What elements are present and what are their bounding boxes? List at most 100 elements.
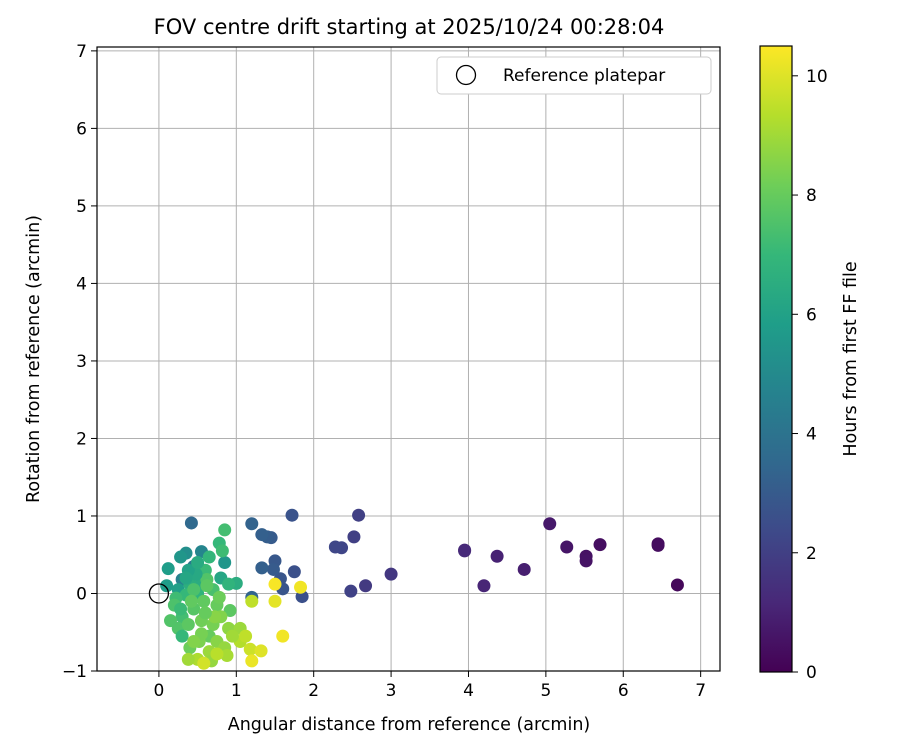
x-axis-ticks: 0 1 2 3 4 5 6 7 xyxy=(153,671,706,701)
y-tick-label: −1 xyxy=(62,662,87,682)
x-axis-label: Angular distance from reference (arcmin) xyxy=(228,715,591,735)
y-tick-label: 3 xyxy=(76,352,87,372)
scatter-point xyxy=(164,614,178,628)
scatter-point xyxy=(255,528,269,542)
scatter-point xyxy=(458,544,472,558)
scatter-point xyxy=(245,517,259,531)
scatter-point xyxy=(198,606,212,620)
scatter-point xyxy=(359,579,373,593)
colorbar-gradient xyxy=(760,46,792,672)
scatter-point xyxy=(477,579,491,593)
legend-marker-icon xyxy=(455,64,477,86)
scatter-point xyxy=(202,550,216,564)
scatter-point xyxy=(243,642,257,656)
colorbar-tick-label: 0 xyxy=(806,663,817,683)
y-axis-ticks: −1 0 1 2 3 4 5 6 7 xyxy=(62,42,97,682)
scatter-point xyxy=(160,579,174,593)
scatter-point xyxy=(200,579,214,593)
x-tick-label: 4 xyxy=(463,681,474,701)
scatter-point xyxy=(490,549,504,563)
scatter-point xyxy=(179,571,193,585)
colorbar-label: Hours from first FF file xyxy=(841,261,861,456)
scatter-point xyxy=(187,635,201,649)
scatter-point xyxy=(187,583,201,597)
reference-point xyxy=(148,583,170,604)
scatter-point xyxy=(197,656,211,670)
x-tick-label: 1 xyxy=(231,681,242,701)
scatter-point xyxy=(215,544,229,558)
scatter-point xyxy=(191,555,205,569)
scatter-point xyxy=(266,562,280,576)
x-tick-label: 3 xyxy=(386,681,397,701)
y-tick-label: 7 xyxy=(76,42,87,62)
scatter-point xyxy=(254,644,268,658)
scatter-point xyxy=(181,652,195,666)
x-tick-label: 2 xyxy=(308,681,319,701)
scatter-point xyxy=(670,578,684,592)
x-tick-label: 5 xyxy=(540,681,551,701)
scatter-point xyxy=(294,580,308,594)
legend-box xyxy=(436,56,712,95)
scatter-point xyxy=(285,508,299,522)
scatter-point xyxy=(184,594,198,608)
scatter-point xyxy=(212,590,226,604)
scatter-point xyxy=(210,647,224,661)
chart-title: FOV centre drift starting at 2025/10/24 … xyxy=(154,15,665,39)
scatter-point xyxy=(218,555,232,569)
scatter-point xyxy=(593,538,607,552)
scatter-point xyxy=(218,523,232,537)
x-tick-label: 6 xyxy=(618,681,629,701)
scatter-point xyxy=(197,594,211,608)
scatter-point xyxy=(268,577,282,591)
scatter-point xyxy=(245,594,259,608)
scatter-point xyxy=(181,617,195,631)
y-tick-label: 1 xyxy=(76,507,87,527)
scatter-point xyxy=(220,648,234,662)
scatter-point xyxy=(223,604,237,618)
scatter-point xyxy=(579,554,593,568)
scatter-point xyxy=(175,629,189,643)
y-tick-label: 2 xyxy=(76,429,87,449)
scatter-point xyxy=(268,594,282,608)
colorbar-tick-label: 6 xyxy=(806,305,817,325)
grid xyxy=(97,47,720,672)
scatter-point xyxy=(543,517,557,531)
scatter-point xyxy=(276,629,290,643)
y-axis-label: Rotation from reference (arcmin) xyxy=(24,215,44,503)
colorbar-frame xyxy=(759,45,793,673)
y-tick-label: 4 xyxy=(76,274,87,294)
scatter-point xyxy=(328,540,342,554)
y-tick-label: 6 xyxy=(76,119,87,139)
scatter-point xyxy=(174,602,188,616)
scatter-point xyxy=(287,565,301,579)
scatter-point xyxy=(161,562,175,576)
colorbar-tick-label: 10 xyxy=(806,67,828,87)
x-tick-label: 7 xyxy=(695,681,706,701)
scatter-point xyxy=(255,561,269,575)
legend: Reference platepar xyxy=(436,56,712,95)
scatter-point xyxy=(184,516,198,530)
y-tick-label: 0 xyxy=(76,584,87,604)
colorbar-ticks: 0 2 4 6 8 10 xyxy=(792,67,828,683)
scatter-points xyxy=(160,508,684,670)
scatter-point xyxy=(239,629,253,643)
colorbar-tick-label: 8 xyxy=(806,186,817,206)
scatter-point xyxy=(222,577,236,591)
scatter-point xyxy=(344,584,358,598)
legend-label: Reference platepar xyxy=(503,66,665,86)
colorbar-tick-label: 2 xyxy=(806,544,817,564)
scatter-point xyxy=(560,540,574,554)
colorbar: 0 2 4 6 8 10 Hours from first FF file xyxy=(759,45,861,683)
scatter-point xyxy=(352,508,366,522)
reference-marker xyxy=(148,583,170,604)
x-tick-label: 0 xyxy=(153,681,164,701)
colorbar-tick-label: 4 xyxy=(806,425,817,445)
scatter-point xyxy=(517,562,531,576)
y-tick-label: 5 xyxy=(76,197,87,217)
plot-frame xyxy=(96,46,721,672)
scatter-point xyxy=(651,538,665,552)
scatter-point xyxy=(347,530,361,544)
scatter-point xyxy=(245,654,259,668)
scatter-point xyxy=(225,629,239,643)
